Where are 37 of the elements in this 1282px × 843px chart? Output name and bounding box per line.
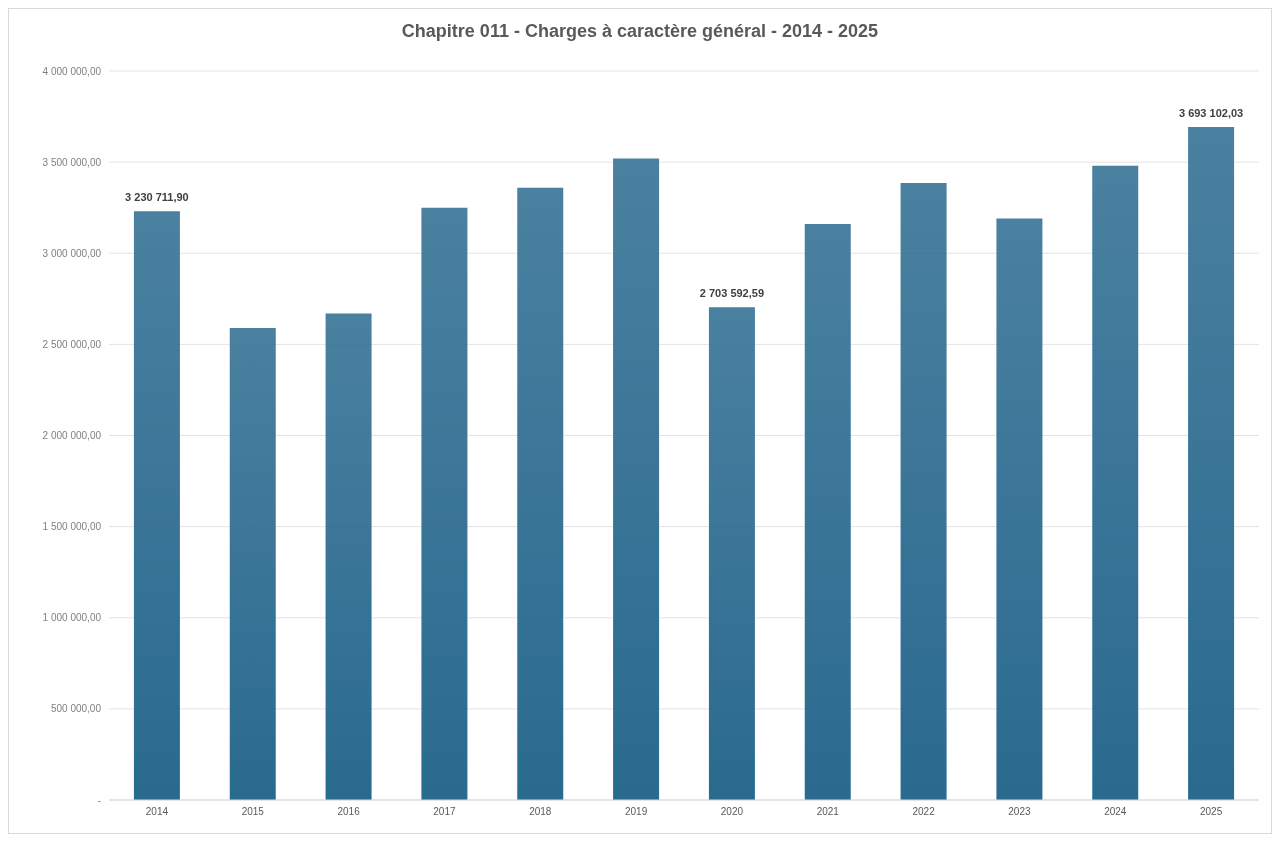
bar xyxy=(517,187,564,800)
data-label: 2 703 592,59 xyxy=(699,287,765,300)
y-tick-label: 500 000,00 xyxy=(50,703,102,715)
bar xyxy=(133,211,180,800)
bar xyxy=(996,218,1043,800)
y-tick-label: 1 000 000,00 xyxy=(42,612,102,624)
x-tick-label: 2025 xyxy=(1199,806,1223,818)
bar xyxy=(613,158,660,800)
y-tick-label: 2 000 000,00 xyxy=(42,430,102,442)
y-tick-label: - xyxy=(97,794,101,806)
bar xyxy=(1092,165,1139,800)
y-tick-label: 1 500 000,00 xyxy=(42,521,102,533)
bar xyxy=(900,183,947,800)
x-tick-label: 2015 xyxy=(241,806,265,818)
x-tick-label: 2017 xyxy=(433,806,456,818)
x-tick-label: 2024 xyxy=(1104,806,1127,818)
data-label: 3 693 102,03 xyxy=(1178,106,1244,119)
data-label: 3 230 711,90 xyxy=(125,191,189,204)
x-tick-label: 2019 xyxy=(624,806,648,818)
x-tick-label: 2023 xyxy=(1008,806,1031,818)
y-tick-label: 4 000 000,00 xyxy=(42,65,102,77)
y-tick-label: 3 500 000,00 xyxy=(42,156,102,168)
bar xyxy=(1188,126,1235,800)
x-tick-label: 2021 xyxy=(816,806,840,818)
bar xyxy=(708,307,755,800)
x-tick-label: 2022 xyxy=(912,806,936,818)
bar xyxy=(325,313,372,800)
chart-title: Chapitre 011 - Charges à caractère général - 2014 - 2025 xyxy=(400,20,880,43)
bar xyxy=(804,224,851,800)
x-tick-label: 2016 xyxy=(337,806,361,818)
y-tick-label: 3 000 000,00 xyxy=(42,247,102,259)
x-tick-label: 2014 xyxy=(145,806,169,818)
x-tick-label: 2020 xyxy=(720,806,744,818)
bar xyxy=(229,327,276,800)
x-tick-label: 2018 xyxy=(529,806,552,818)
bar xyxy=(421,207,468,800)
y-tick-label: 2 500 000,00 xyxy=(42,338,102,350)
